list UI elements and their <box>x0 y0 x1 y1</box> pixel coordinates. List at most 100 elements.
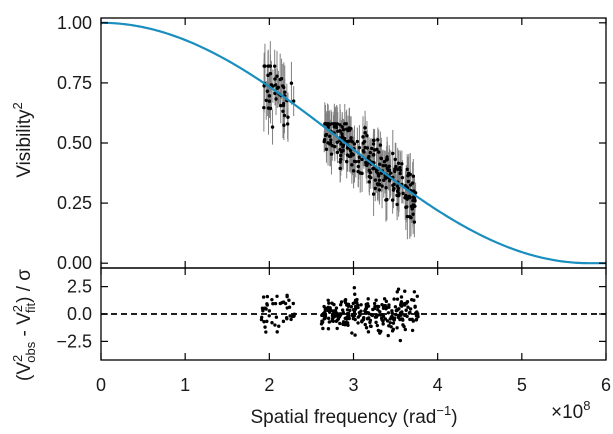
residual-point <box>343 316 347 321</box>
residual-point <box>410 317 414 322</box>
data-points <box>262 64 418 224</box>
residual-point <box>322 317 326 321</box>
residual-point <box>375 304 380 309</box>
data-point <box>267 94 272 98</box>
residual-point <box>277 324 281 328</box>
data-point <box>377 188 382 192</box>
residual-point <box>389 315 394 319</box>
residual-point <box>416 315 420 319</box>
residual-points <box>259 286 420 343</box>
data-point <box>407 194 411 199</box>
data-point <box>406 179 411 184</box>
data-point <box>411 198 415 203</box>
data-point <box>356 164 361 169</box>
residual-point <box>261 295 266 299</box>
data-point <box>371 153 376 157</box>
data-point <box>407 173 411 177</box>
data-point <box>378 162 382 166</box>
data-point <box>360 171 364 176</box>
residual-point <box>271 302 275 306</box>
residual-point <box>326 327 331 331</box>
data-point <box>383 175 388 180</box>
data-point <box>350 163 354 167</box>
data-point <box>410 207 414 211</box>
residual-point <box>328 309 333 313</box>
data-point <box>396 194 400 198</box>
data-point <box>271 84 275 88</box>
residual-point <box>349 305 354 309</box>
residual-point <box>404 308 408 312</box>
xtick-label: 4 <box>433 375 443 395</box>
residual-point <box>393 305 398 309</box>
ytick-label: 0.00 <box>57 253 92 273</box>
residual-point <box>374 320 378 325</box>
residual-point <box>322 304 326 309</box>
data-point <box>340 132 344 136</box>
residual-point <box>331 312 336 316</box>
data-point <box>387 168 392 172</box>
residual-point <box>371 307 375 312</box>
data-point <box>382 178 386 182</box>
residual-point <box>376 328 381 333</box>
data-point <box>334 123 338 127</box>
residual-point <box>340 308 345 312</box>
data-point <box>389 171 393 175</box>
data-point <box>347 126 351 130</box>
residual-point <box>283 301 288 306</box>
residual-point <box>365 302 370 306</box>
residual-point <box>416 312 420 316</box>
data-point <box>345 139 350 144</box>
residual-point <box>364 305 369 309</box>
data-point <box>383 164 388 168</box>
data-point <box>405 167 409 172</box>
residual-point <box>259 317 264 322</box>
data-point <box>340 135 344 140</box>
residual-point <box>400 310 404 314</box>
residual-point <box>403 289 407 293</box>
residual-point <box>390 311 394 315</box>
residual-point <box>319 322 324 326</box>
residual-point <box>350 331 354 335</box>
residual-point <box>275 294 279 298</box>
data-point <box>338 123 342 127</box>
residual-point <box>398 317 402 322</box>
data-point <box>335 140 339 145</box>
data-point <box>275 74 279 78</box>
residual-point <box>405 299 410 304</box>
data-point <box>281 101 286 106</box>
data-point <box>403 196 407 200</box>
data-point <box>384 186 388 190</box>
residual-point <box>267 314 271 318</box>
data-point <box>340 125 344 129</box>
data-point <box>322 139 326 144</box>
residual-point <box>323 307 327 311</box>
data-point <box>395 184 400 188</box>
data-point <box>412 195 416 200</box>
residual-point <box>345 311 350 316</box>
visibility-panel: 0.00 0.25 0.50 0.75 1.00 <box>57 13 607 273</box>
residual-panel: 2.5 0.0 −2.5 0 1 2 3 4 5 6 <box>56 267 611 395</box>
data-point <box>329 152 334 156</box>
data-point <box>339 153 343 158</box>
residual-point <box>273 323 277 327</box>
residual-point <box>338 303 343 307</box>
data-point <box>384 198 388 202</box>
data-point <box>355 139 360 144</box>
residual-point <box>399 303 404 308</box>
data-point <box>329 138 333 142</box>
residual-point <box>335 326 339 331</box>
ytick-label: 0.75 <box>57 73 92 93</box>
residual-point <box>275 330 279 334</box>
data-point <box>340 150 344 154</box>
residual-point <box>364 326 369 330</box>
data-point <box>335 150 340 155</box>
residual-point <box>375 323 380 328</box>
model-curve <box>100 21 606 265</box>
residual-point <box>274 315 279 319</box>
ytick-label: 0.0 <box>67 304 92 324</box>
data-point <box>373 178 377 182</box>
residual-point <box>410 328 415 333</box>
ytick-label: 0.50 <box>57 133 92 153</box>
ytick-label: 0.25 <box>57 193 92 213</box>
